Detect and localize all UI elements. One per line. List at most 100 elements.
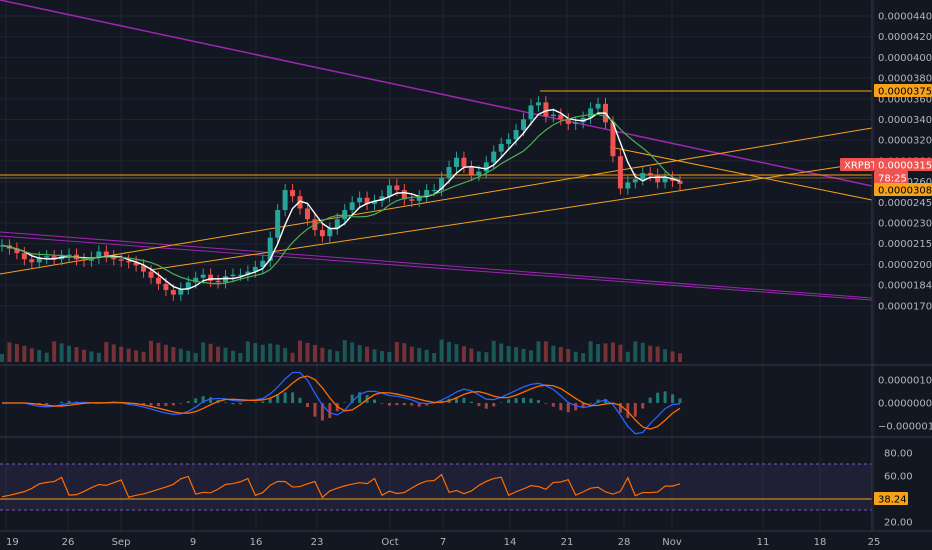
time-tick-label: 11: [757, 537, 770, 548]
candle-body[interactable]: [141, 265, 147, 272]
candle-body[interactable]: [446, 166, 452, 178]
candle-body[interactable]: [81, 259, 87, 261]
candle-body[interactable]: [439, 177, 445, 191]
candle-body[interactable]: [491, 151, 497, 163]
candle-body[interactable]: [21, 253, 27, 260]
candle-body[interactable]: [498, 143, 504, 152]
candle-body[interactable]: [543, 102, 549, 117]
candle-body[interactable]: [476, 171, 482, 175]
candle-body[interactable]: [461, 157, 467, 167]
candle-body[interactable]: [364, 197, 370, 204]
candle-body[interactable]: [178, 288, 184, 295]
candle-body[interactable]: [51, 256, 57, 260]
candle-body[interactable]: [640, 173, 646, 180]
candle-body[interactable]: [595, 103, 601, 109]
candle-body[interactable]: [208, 274, 214, 281]
candle-body[interactable]: [647, 173, 653, 175]
candle-body[interactable]: [565, 119, 571, 124]
candle-body[interactable]: [617, 156, 623, 189]
candle-body[interactable]: [431, 190, 437, 192]
macd-histogram-bar: [350, 394, 354, 403]
candle-body[interactable]: [14, 248, 20, 254]
candle-body[interactable]: [282, 190, 288, 211]
candle-body[interactable]: [632, 179, 638, 183]
candle-body[interactable]: [379, 196, 385, 201]
candle-body[interactable]: [662, 177, 668, 183]
time-axis[interactable]: 19 26 Sep 9 16 23 Oct 7 14 21 28 Nov 11 18 25: [6, 537, 880, 548]
candle-body[interactable]: [88, 257, 94, 261]
candle-body[interactable]: [580, 117, 586, 123]
candle-body[interactable]: [66, 254, 72, 257]
candle-body[interactable]: [349, 202, 355, 211]
candle-body[interactable]: [535, 102, 541, 106]
candle-body[interactable]: [558, 114, 564, 120]
candle-body[interactable]: [677, 180, 683, 184]
candle-body[interactable]: [275, 210, 281, 238]
candle-body[interactable]: [573, 122, 579, 124]
descending-trendline[interactable]: [0, 0, 873, 187]
candle-body[interactable]: [304, 208, 310, 220]
candle-body[interactable]: [610, 122, 616, 157]
candle-body[interactable]: [342, 210, 348, 220]
candle-body[interactable]: [223, 276, 229, 283]
candle-body[interactable]: [468, 166, 474, 175]
candle-body[interactable]: [357, 197, 363, 203]
candle-body[interactable]: [245, 271, 251, 275]
volume-bar: [298, 340, 303, 362]
candle-body[interactable]: [155, 277, 161, 284]
rsi-axis[interactable]: 80.00 60.00 20.00: [884, 449, 913, 529]
candle-body[interactable]: [133, 262, 139, 266]
candle-body[interactable]: [185, 282, 191, 289]
candle-body[interactable]: [200, 274, 206, 278]
candle-body[interactable]: [319, 230, 325, 237]
candle-body[interactable]: [409, 199, 415, 201]
candle-body[interactable]: [625, 182, 631, 189]
triangle-line[interactable]: [609, 146, 873, 201]
candle-body[interactable]: [118, 259, 124, 261]
candle-body[interactable]: [290, 190, 296, 197]
candle-body[interactable]: [372, 200, 378, 204]
candle-body[interactable]: [148, 271, 154, 278]
candle-body[interactable]: [163, 283, 169, 291]
candle-body[interactable]: [528, 105, 534, 120]
candle-body[interactable]: [29, 259, 35, 263]
candle-body[interactable]: [36, 257, 42, 263]
candle-body[interactable]: [297, 196, 303, 209]
candle-body[interactable]: [237, 274, 243, 276]
candle-body[interactable]: [416, 196, 422, 201]
candle-body[interactable]: [483, 162, 489, 172]
last-price-badge: 0.00003155: [878, 161, 932, 172]
candle-body[interactable]: [550, 114, 556, 117]
candle-body[interactable]: [521, 119, 527, 131]
candle-body[interactable]: [193, 277, 199, 283]
candle-body[interactable]: [386, 185, 392, 197]
candle-body[interactable]: [44, 256, 50, 258]
candle-body[interactable]: [126, 260, 132, 263]
candle-body[interactable]: [453, 157, 459, 167]
candle-body[interactable]: [588, 108, 594, 118]
candle-body[interactable]: [327, 228, 333, 237]
candle-body[interactable]: [260, 260, 266, 267]
candle-body[interactable]: [513, 130, 519, 140]
lower-channel-line[interactable]: [0, 231, 873, 299]
ascending-trendline[interactable]: [0, 127, 873, 275]
candle-body[interactable]: [252, 266, 258, 272]
candle-body[interactable]: [267, 237, 273, 261]
rsi-tick-label: 60.00: [884, 472, 913, 483]
candle-body[interactable]: [230, 274, 236, 277]
lower-channel-line[interactable]: [0, 235, 873, 301]
candle-body[interactable]: [170, 290, 176, 295]
candle-body[interactable]: [424, 190, 430, 197]
candle-body[interactable]: [401, 190, 407, 200]
candle-body[interactable]: [96, 251, 102, 258]
candle-body[interactable]: [655, 174, 661, 183]
candle-body[interactable]: [506, 139, 512, 144]
candle-body[interactable]: [215, 280, 221, 283]
macd-histogram-bar: [387, 403, 391, 406]
candle-body[interactable]: [334, 219, 340, 229]
candle-body[interactable]: [394, 185, 400, 191]
candle-body[interactable]: [103, 251, 109, 257]
